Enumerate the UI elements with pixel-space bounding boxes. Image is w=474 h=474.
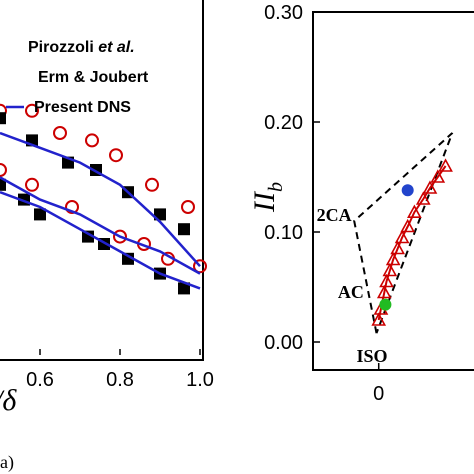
legend-label-2: Present DNS bbox=[34, 99, 131, 116]
invariant-point-0-5 bbox=[385, 251, 401, 266]
pirozzoli-point-1-1 bbox=[25, 177, 39, 192]
invariant-point-0-0 bbox=[371, 312, 387, 326]
invariant-point-0-12 bbox=[430, 169, 446, 183]
right-data-layer bbox=[353, 132, 454, 334]
invariant-point-0-4 bbox=[382, 262, 398, 277]
invariant-point-0-2 bbox=[376, 284, 392, 299]
annotation-2ca: 2CA bbox=[317, 205, 352, 225]
left-x-tick-label-0: 0.6 bbox=[26, 369, 54, 391]
left-panel: 0.6 0.8 1.0 Pirozzoli et al.Erm & JoubertP… bbox=[0, 0, 214, 473]
right-y-tick-label-1: 0.10 bbox=[264, 222, 303, 244]
pirozzoli-point-0-0 bbox=[0, 103, 7, 118]
right-panel: 0.00 0.10 0.20 0.30 0 2CA AC ISO IIb bbox=[248, 2, 474, 405]
right-y-axis-label-sub: b bbox=[265, 182, 287, 192]
legend-label-main-1: Erm & Joubert bbox=[38, 69, 149, 86]
barycentric-triangle bbox=[353, 132, 454, 334]
invariant-point-0-6 bbox=[390, 240, 406, 255]
pirozzoli-point-1-2 bbox=[65, 200, 79, 214]
right-axis-ticks: 0.00 0.10 0.20 0.30 0 bbox=[264, 2, 384, 405]
panel-label-a: (a) bbox=[0, 452, 14, 473]
legend-label-main-2: Present DNS bbox=[34, 99, 131, 116]
legend-label-1: Erm & Joubert bbox=[38, 69, 149, 86]
left-x-axis-label: /δ bbox=[0, 384, 17, 417]
right-y-tick-label-0: 0.00 bbox=[264, 332, 303, 354]
annotation-iso: ISO bbox=[357, 346, 388, 366]
erm-joubert-point-2-0 bbox=[0, 112, 6, 125]
invariant-point-0-3 bbox=[379, 273, 394, 288]
left-data-layer bbox=[0, 103, 207, 295]
legend-label-0: Pirozzoli et al. bbox=[28, 39, 135, 56]
pirozzoli-point-0-3 bbox=[85, 133, 99, 148]
legend-label-italic-0: et al. bbox=[98, 39, 134, 56]
annotation-ac: AC bbox=[338, 282, 364, 302]
left-x-tick-label-2: 1.0 bbox=[186, 369, 214, 391]
pirozzoli-point-0-4 bbox=[109, 148, 123, 163]
dns-curve-6 bbox=[0, 191, 201, 290]
legend-label-main-0: Pirozzoli bbox=[28, 39, 98, 56]
left-x-ticks: 0.6 0.8 1.0 bbox=[26, 349, 214, 391]
right-y-axis-label: IIb bbox=[248, 182, 287, 213]
pirozzoli-point-0-1 bbox=[25, 103, 39, 118]
right-y-axis-label-main: II bbox=[248, 190, 281, 213]
erm-joubert-point-3-5 bbox=[122, 252, 134, 265]
pirozzoli-point-0-2 bbox=[53, 126, 67, 140]
pirozzoli-point-1-0 bbox=[0, 163, 7, 177]
erm-joubert-point-3-2 bbox=[34, 208, 46, 221]
erm-joubert-point-3-3 bbox=[82, 230, 94, 243]
erm-joubert-point-2-6 bbox=[178, 223, 190, 236]
invariant-point-0-10 bbox=[415, 191, 431, 205]
invariant-point-0-11 bbox=[422, 180, 438, 194]
right-x-tick-label-0: 0 bbox=[373, 383, 384, 405]
pirozzoli-point-0-6 bbox=[181, 200, 195, 214]
dns-curve-5 bbox=[0, 176, 201, 275]
left-legend: Pirozzoli et al. Erm & Joubert Present DNS bbox=[6, 39, 149, 116]
pirozzoli-point-0-5 bbox=[145, 177, 159, 192]
invariant-point-0-8 bbox=[400, 218, 416, 233]
highlight-point-1-0 bbox=[379, 298, 392, 311]
invariant-point-0-13 bbox=[438, 158, 453, 172]
pirozzoli-point-1-3 bbox=[113, 229, 127, 244]
erm-joubert-point-3-7 bbox=[178, 282, 190, 295]
erm-joubert-point-3-0 bbox=[0, 178, 6, 191]
right-y-tick-label-3: 0.30 bbox=[264, 2, 303, 24]
dns-curve-4 bbox=[0, 131, 201, 268]
highlight-point-2-0 bbox=[401, 184, 414, 197]
left-x-tick-label-1: 0.8 bbox=[106, 369, 134, 391]
right-plot-frame bbox=[312, 11, 474, 371]
left-plot-frame bbox=[0, 0, 204, 361]
invariant-point-0-7 bbox=[394, 229, 410, 244]
right-annotations: 2CA AC ISO bbox=[317, 205, 388, 366]
right-y-tick-label-2: 0.20 bbox=[264, 112, 303, 134]
invariant-point-0-9 bbox=[407, 204, 422, 218]
